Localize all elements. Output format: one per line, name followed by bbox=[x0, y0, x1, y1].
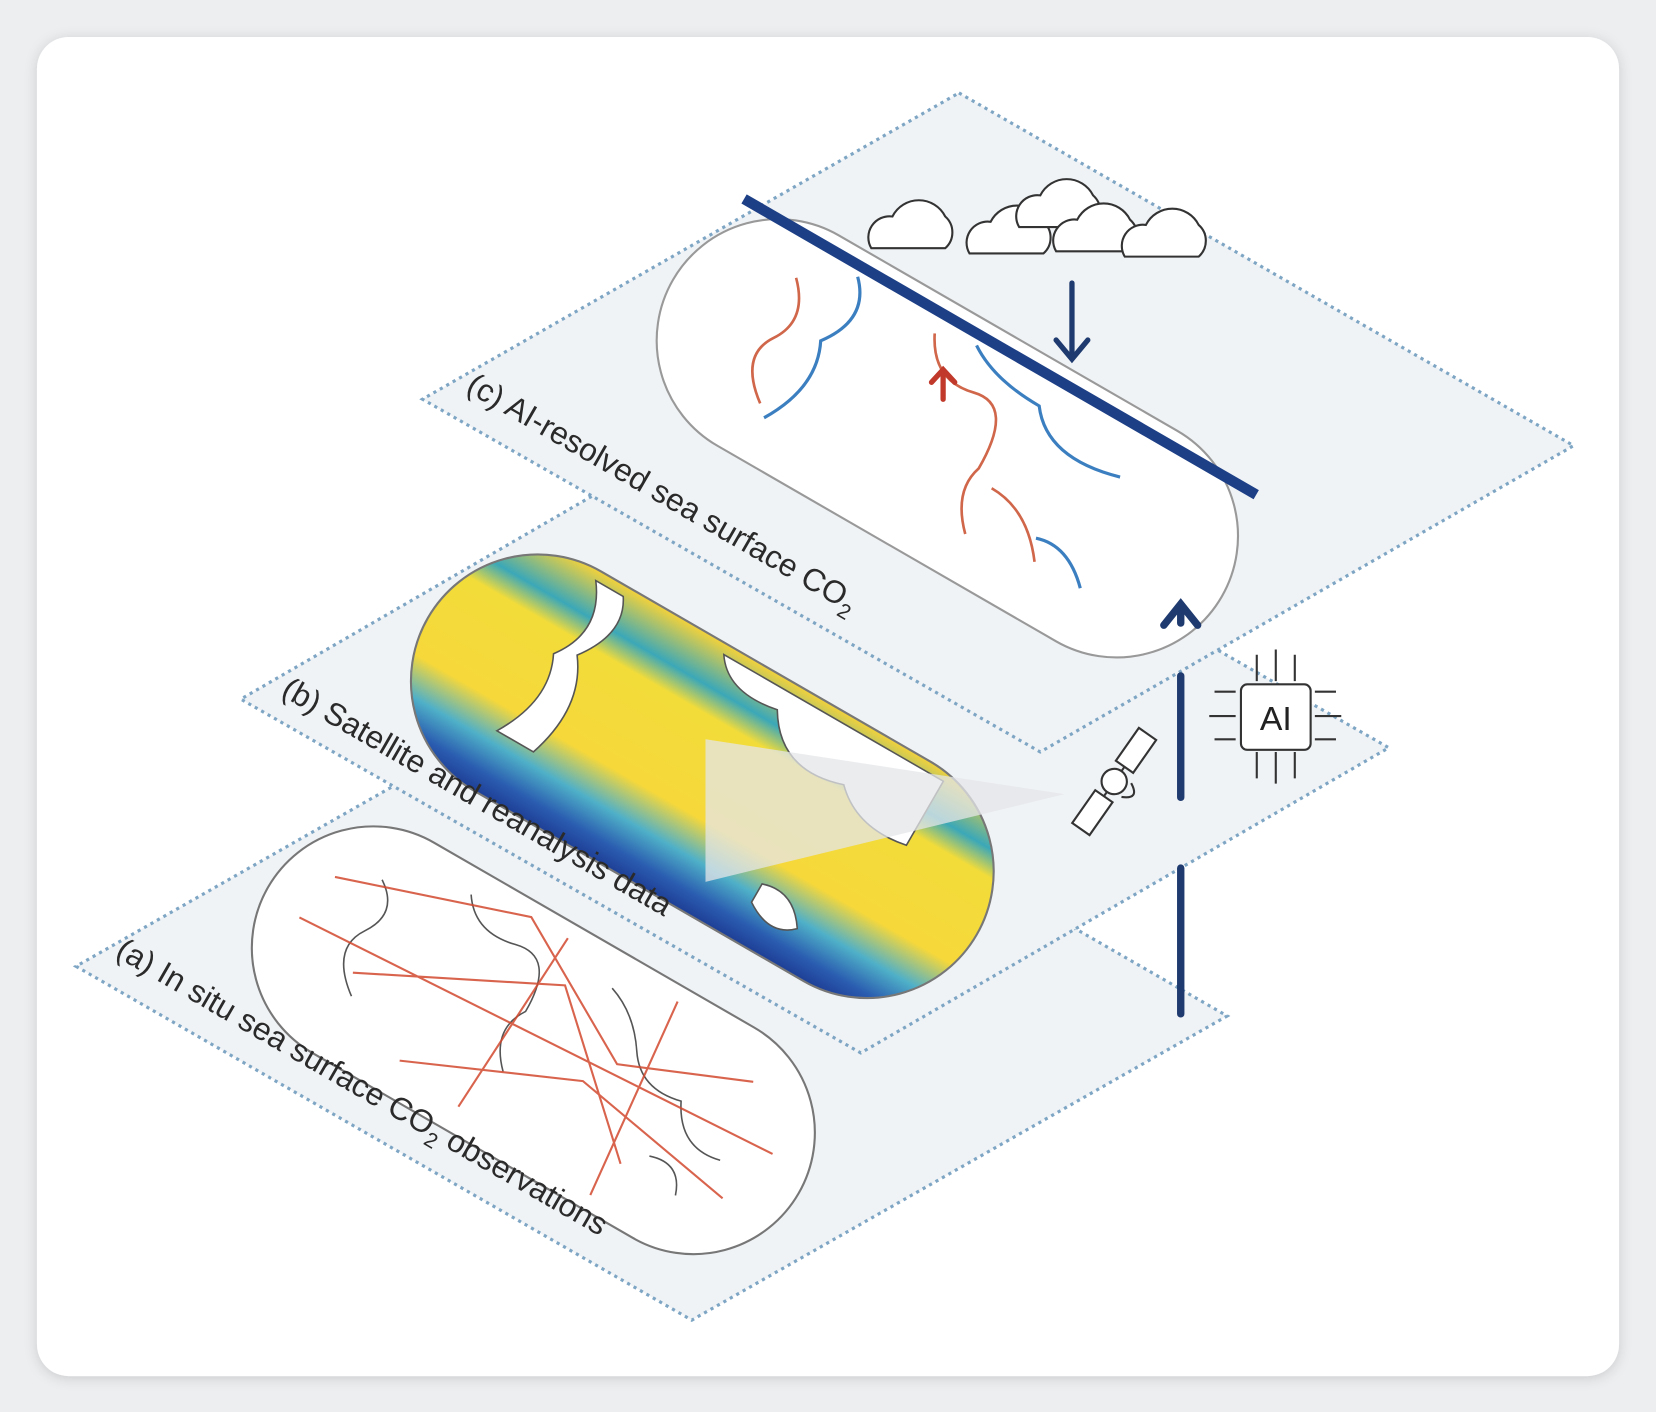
arrows bbox=[928, 280, 1202, 1018]
satellite-beam bbox=[705, 739, 1065, 882]
map-c bbox=[655, 194, 1259, 659]
map-a bbox=[250, 825, 816, 1256]
map-b bbox=[409, 553, 995, 1000]
clouds bbox=[867, 178, 1207, 258]
ai-chip: AI bbox=[1209, 649, 1342, 784]
ai-label: AI bbox=[1260, 700, 1292, 738]
satellite-icon bbox=[1070, 726, 1158, 837]
